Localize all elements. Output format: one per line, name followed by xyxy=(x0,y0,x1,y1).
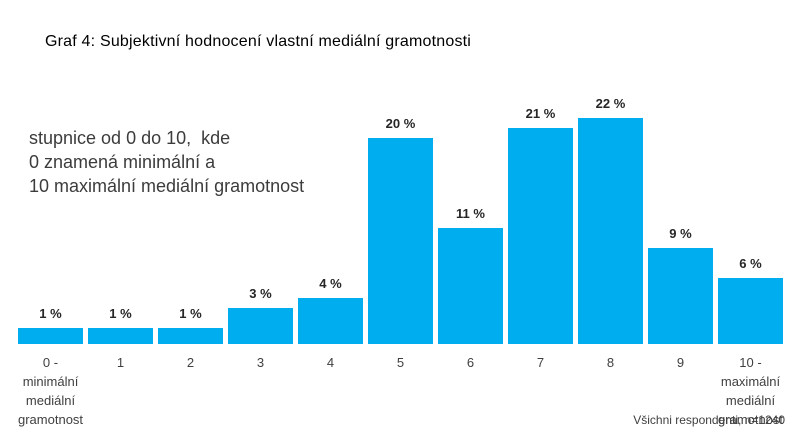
bar-column: 1 % xyxy=(18,306,83,344)
bar-value-label: 1 % xyxy=(179,306,202,321)
bar-value-label: 1 % xyxy=(109,306,132,321)
bar-value-label: 9 % xyxy=(669,226,692,241)
bar-value-label: 20 % xyxy=(385,116,416,131)
bar xyxy=(368,138,433,344)
bar-column: 22 % xyxy=(578,96,643,344)
bar-value-label: 22 % xyxy=(595,96,626,111)
bar xyxy=(158,328,223,344)
x-axis-label: 9 xyxy=(676,355,685,370)
scale-annotation-line-2: 0 znamená minimální a xyxy=(29,152,216,172)
x-axis-label: 3 xyxy=(256,355,265,370)
bar-value-label: 4 % xyxy=(319,276,342,291)
x-axis-label: 5 xyxy=(396,355,405,370)
bar xyxy=(88,328,153,344)
bar xyxy=(228,308,293,344)
bar-chart: 1 % 1 % 1 % 3 % 4 % 20 % 11 % 21 % 22 % 9 % 6 % xyxy=(18,96,783,344)
bar-column: 11 % xyxy=(438,206,503,344)
bar-column: 6 % xyxy=(718,256,783,344)
x-axis-label: 10 - maximální mediální gramotnost xyxy=(718,355,784,427)
x-axis-labels: 0 - minimální mediální gramotnost 1 2 3 4 5 6 7… xyxy=(18,353,783,429)
bar-value-label: 11 % xyxy=(456,206,485,221)
x-axis-label: 0 - minimální mediální gramotnost xyxy=(18,355,84,427)
chart-title: Graf 4: Subjektivní hodnocení vlastní me… xyxy=(45,33,472,50)
bar-column: 1 % xyxy=(88,306,153,344)
bar-column: 20 % xyxy=(368,116,433,344)
bar-column: 4 % xyxy=(298,276,363,344)
bar xyxy=(648,248,713,344)
bar xyxy=(718,278,783,344)
bar-value-label: 1 % xyxy=(39,306,62,321)
x-axis-label: 2 xyxy=(186,355,195,370)
respondents-note: Všichni respondenti, n=1240 xyxy=(633,413,785,427)
bar-column: 1 % xyxy=(158,306,223,344)
x-axis-label: 4 xyxy=(326,355,335,370)
x-axis-label: 1 xyxy=(116,355,125,370)
bar xyxy=(18,328,83,344)
bar-column: 9 % xyxy=(648,226,713,344)
x-axis-label: 7 xyxy=(536,355,545,370)
bar xyxy=(298,298,363,344)
scale-annotation-line-3: 10 maximální mediální gramotnost xyxy=(29,176,305,196)
bar-value-label: 6 % xyxy=(739,256,762,271)
bar-value-label: 3 % xyxy=(249,286,272,301)
x-axis-label: 8 xyxy=(606,355,615,370)
scale-annotation-line-1: stupnice od 0 do 10, kde xyxy=(29,128,231,148)
bar-column: 3 % xyxy=(228,286,293,344)
bar-column: 21 % xyxy=(508,106,573,344)
bar-value-label: 21 % xyxy=(525,106,556,121)
bar xyxy=(508,128,573,344)
scale-annotation: stupnice od 0 do 10, kde 0 znamená minim… xyxy=(29,126,304,198)
x-axis-label: 6 xyxy=(466,355,475,370)
bar xyxy=(438,228,503,344)
bar xyxy=(578,118,643,344)
